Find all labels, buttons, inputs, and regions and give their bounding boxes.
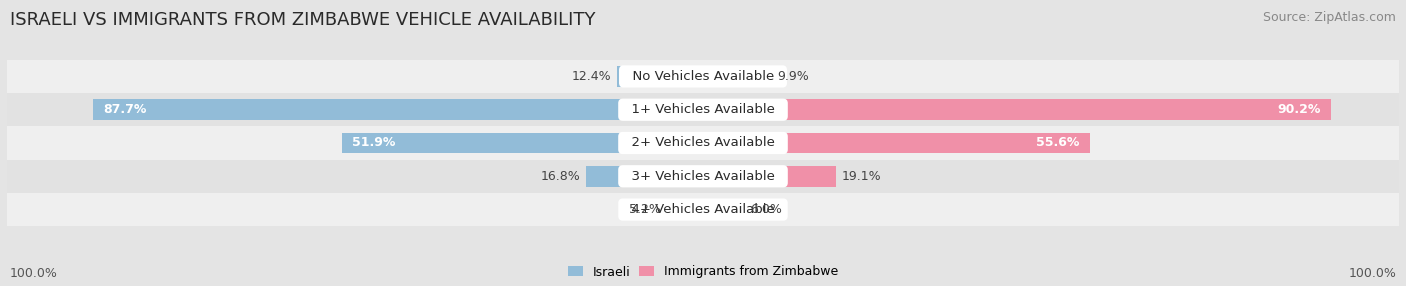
Text: ISRAELI VS IMMIGRANTS FROM ZIMBABWE VEHICLE AVAILABILITY: ISRAELI VS IMMIGRANTS FROM ZIMBABWE VEHI… — [10, 11, 595, 29]
Text: 100.0%: 100.0% — [10, 267, 58, 280]
Bar — [586, 166, 703, 186]
Text: 16.8%: 16.8% — [541, 170, 581, 183]
Bar — [7, 193, 1399, 226]
Text: 51.9%: 51.9% — [353, 136, 395, 150]
Text: 90.2%: 90.2% — [1277, 103, 1320, 116]
Text: 1+ Vehicles Available: 1+ Vehicles Available — [623, 103, 783, 116]
Text: 6.0%: 6.0% — [751, 203, 782, 216]
Text: 87.7%: 87.7% — [103, 103, 146, 116]
Text: 9.9%: 9.9% — [778, 70, 810, 83]
Legend: Israeli, Immigrants from Zimbabwe: Israeli, Immigrants from Zimbabwe — [567, 264, 839, 280]
Bar — [666, 199, 703, 220]
Bar — [703, 166, 837, 186]
Bar — [617, 66, 703, 87]
Bar — [7, 93, 1399, 126]
Text: 5.2%: 5.2% — [630, 203, 661, 216]
Bar — [703, 66, 772, 87]
Text: 4+ Vehicles Available: 4+ Vehicles Available — [623, 203, 783, 216]
Text: 100.0%: 100.0% — [1348, 267, 1396, 280]
Text: Source: ZipAtlas.com: Source: ZipAtlas.com — [1263, 11, 1396, 24]
Text: 2+ Vehicles Available: 2+ Vehicles Available — [623, 136, 783, 150]
Text: 12.4%: 12.4% — [571, 70, 612, 83]
Text: 19.1%: 19.1% — [842, 170, 882, 183]
Bar — [7, 160, 1399, 193]
Bar — [703, 133, 1090, 153]
Bar — [7, 60, 1399, 93]
Text: 3+ Vehicles Available: 3+ Vehicles Available — [623, 170, 783, 183]
Bar — [703, 100, 1330, 120]
Bar — [703, 199, 745, 220]
Text: 55.6%: 55.6% — [1036, 136, 1080, 150]
Text: No Vehicles Available: No Vehicles Available — [624, 70, 782, 83]
Bar — [93, 100, 703, 120]
Bar — [342, 133, 703, 153]
Bar — [7, 126, 1399, 160]
